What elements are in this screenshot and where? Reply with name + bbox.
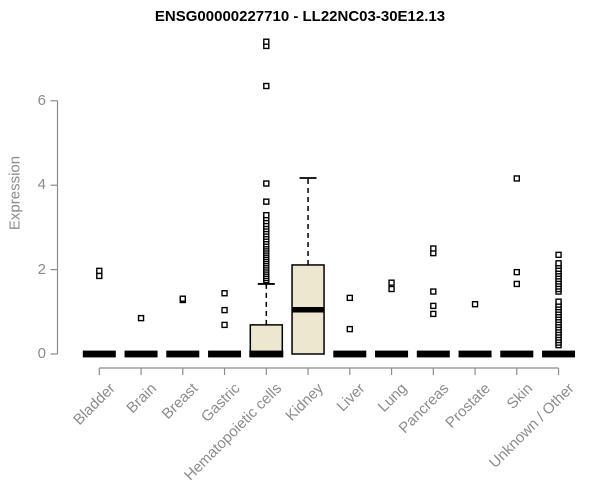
- outlier-point-lung: [388, 285, 395, 293]
- collapsed-box-lung: [375, 350, 409, 358]
- outlier-point-liver: [346, 325, 353, 333]
- outlier-point-gastric: [221, 321, 228, 329]
- outlier-point-hematopoietic-cells: [263, 211, 270, 219]
- outlier-point-breast: [179, 295, 187, 302]
- outlier-point-pancreas: [430, 310, 437, 318]
- outlier-point-skin: [513, 280, 520, 288]
- collapsed-box-pancreas: [416, 350, 450, 358]
- collapsed-box-gastric: [208, 350, 242, 358]
- outlier-point-bladder: [96, 272, 103, 280]
- outlier-point-unknown-other: [555, 298, 562, 305]
- outlier-point-skin: [513, 175, 520, 182]
- collapsed-box-liver: [333, 350, 367, 358]
- outlier-point-prostate: [471, 301, 479, 308]
- chart-title: ENSG00000227710 - LL22NC03-30E12.13: [154, 8, 446, 25]
- outlier-point-lung: [388, 279, 395, 286]
- y-tick-label-0: 0: [37, 345, 46, 362]
- box-hematopoietic-cells: [249, 324, 284, 355]
- outlier-point-gastric: [221, 290, 228, 297]
- outlier-point-brain: [137, 314, 145, 322]
- collapsed-box-breast: [166, 350, 200, 358]
- outlier-point-gastric: [221, 306, 228, 314]
- collapsed-box-unknown-other: [542, 350, 576, 358]
- outlier-point-pancreas: [430, 302, 437, 310]
- collapsed-box-bladder: [82, 350, 116, 358]
- y-tick-label-2: 2: [37, 260, 46, 278]
- y-tick-label-4: 4: [37, 176, 46, 194]
- outlier-point-skin: [513, 268, 520, 276]
- outlier-point-bladder: [96, 267, 103, 275]
- outlier-point-pancreas: [430, 288, 437, 295]
- outlier-point-hematopoietic-cells: [263, 198, 270, 205]
- outlier-point-liver: [346, 294, 353, 302]
- outlier-point-unknown-other: [555, 260, 562, 267]
- outlier-point-unknown-other: [555, 251, 562, 259]
- y-tick-label-6: 6: [37, 91, 46, 109]
- collapsed-box-skin: [500, 350, 534, 358]
- outlier-point-hematopoietic-cells: [263, 82, 270, 90]
- collapsed-box-prostate: [458, 350, 492, 358]
- outlier-point-hematopoietic-cells: [263, 180, 270, 187]
- median-hematopoietic-cells: [249, 350, 284, 358]
- collapsed-box-brain: [124, 350, 158, 358]
- outlier-point-pancreas: [430, 245, 437, 252]
- outlier-point-hematopoietic-cells: [263, 38, 270, 45]
